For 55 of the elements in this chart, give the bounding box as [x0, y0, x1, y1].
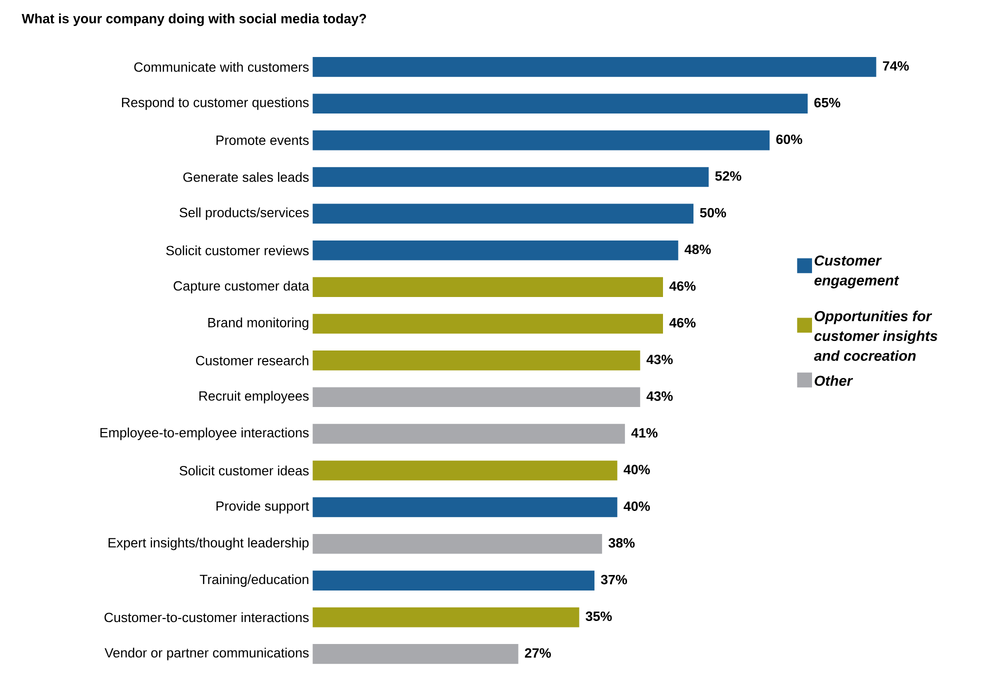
bar	[312, 387, 640, 407]
bar	[312, 94, 808, 114]
data-label: 60%	[776, 134, 802, 144]
bar	[312, 204, 694, 224]
bar	[312, 607, 580, 628]
data-label: 43%	[646, 354, 673, 364]
data-label: 37%	[600, 574, 628, 584]
data-label: 40%	[624, 464, 650, 474]
bar	[312, 166, 709, 187]
bar	[312, 240, 678, 260]
y-tick-label: Provide support	[216, 500, 310, 514]
y-tick-label: Recruit employees	[199, 390, 309, 404]
y-tick-label: Respond to customer questions	[122, 97, 309, 110]
data-label: 50%	[700, 208, 726, 218]
data-label: 38%	[608, 538, 635, 548]
data-label: 41%	[631, 428, 658, 438]
y-tick-label: Expert insights/thought leadership	[108, 538, 309, 550]
bar	[312, 56, 876, 77]
y-tick-label: Generate sales leads	[183, 172, 309, 182]
bar	[312, 570, 594, 590]
data-label: 74%	[882, 61, 909, 71]
legend-label: Customer engagement	[814, 255, 900, 288]
data-label: 43%	[646, 391, 673, 401]
bar	[312, 424, 625, 444]
bar	[312, 277, 663, 297]
y-tick-label: Employee-to-employee interactions	[100, 427, 309, 440]
y-tick-label: Solicit customer reviews	[166, 245, 309, 256]
data-label: 40%	[624, 501, 650, 511]
y-tick-label: Communicate with customers	[134, 62, 309, 72]
bar	[312, 534, 602, 554]
bar	[312, 497, 618, 517]
legend-label: Opportunities for customer insights and cocreation	[814, 310, 938, 361]
bar	[312, 460, 618, 480]
bar	[312, 350, 640, 370]
y-tick-label: Training/education	[200, 574, 308, 587]
text: What is your company doing with social media today?	[22, 13, 366, 26]
data-label: 65%	[814, 98, 840, 108]
data-label: 48%	[684, 244, 711, 254]
data-label: 27%	[524, 648, 551, 658]
y-tick-label: Promote events	[216, 136, 309, 145]
y-tick-label: Vendor or partner communications	[104, 648, 309, 660]
bar	[312, 644, 518, 664]
bar	[312, 130, 770, 150]
data-label: 46%	[669, 318, 696, 328]
data-label: 46%	[669, 281, 696, 291]
y-tick-label: Brand monitoring	[208, 317, 308, 330]
y-tick-label: Customer-to-customer interactions	[104, 612, 309, 622]
y-tick-label: Customer research	[196, 355, 308, 366]
data-label: 35%	[586, 611, 612, 621]
y-tick-label: Solicit customer ideas	[180, 465, 309, 476]
y-tick-label: Sell products/services	[180, 207, 309, 220]
bar	[312, 314, 663, 334]
y-tick-label: Capture customer data	[174, 280, 310, 294]
data-label: 52%	[715, 171, 742, 181]
legend-label: Other	[814, 375, 854, 386]
